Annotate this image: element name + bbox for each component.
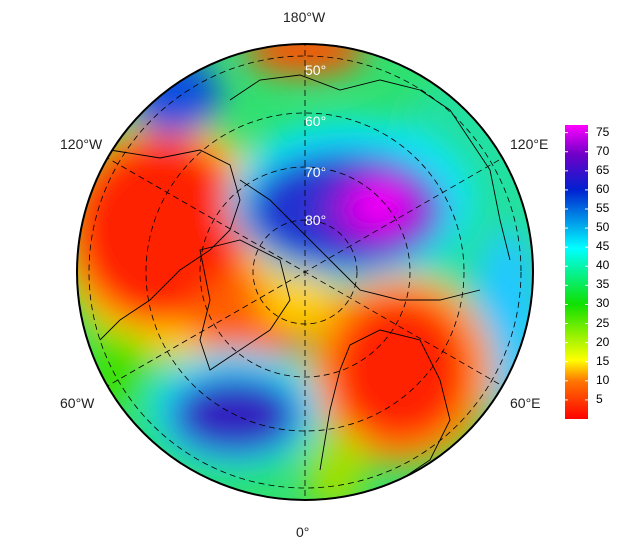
colorbar-tick-label: 65 [596,162,610,177]
meridian-120 [103,155,507,389]
colorbar-tick-label: 5 [596,391,603,406]
lon-label-120e: 120°E [510,136,549,152]
lon-label-180w: 180°W [283,9,326,25]
data-field [77,44,533,500]
map-boundary [76,43,534,501]
parallel-70 [199,166,411,378]
colorbar-tick-label: 15 [596,353,610,368]
colorbar-tick-label: 10 [596,372,610,387]
graticule [88,44,522,500]
coastlines [99,74,511,481]
colorbar-tick-label: 55 [596,201,610,215]
lon-label-0: 0° [296,524,310,540]
colorbar-tick-label: 75 [596,124,610,139]
colorbar-tick-label: 60 [596,181,610,196]
colorbar-tick-label: 45 [596,239,610,254]
lat-label-60: 60° [305,113,327,129]
colorbar-tick-label: 70 [596,143,610,158]
lon-label-60w: 60°W [60,395,95,411]
colorbar-tick-label: 25 [596,315,610,330]
lat-label-50: 50° [305,62,327,78]
parallel-60 [145,112,465,432]
lon-label-120w: 120°W [60,136,103,152]
colorbar-tick-label: 20 [596,334,610,349]
colorbar [565,125,588,419]
colorbar-tick-label: 50 [596,220,610,235]
lat-label-80: 80° [305,212,327,228]
colorbar-tick-label: 35 [596,277,610,292]
colorbar-tick-label: 40 [596,258,610,273]
lon-label-60e: 60°E [510,395,541,411]
parallel-50 [88,55,522,489]
colorbar-ticks [565,132,588,401]
colorbar-tick-label: 30 [596,296,610,311]
lat-label-70: 70° [305,164,327,180]
